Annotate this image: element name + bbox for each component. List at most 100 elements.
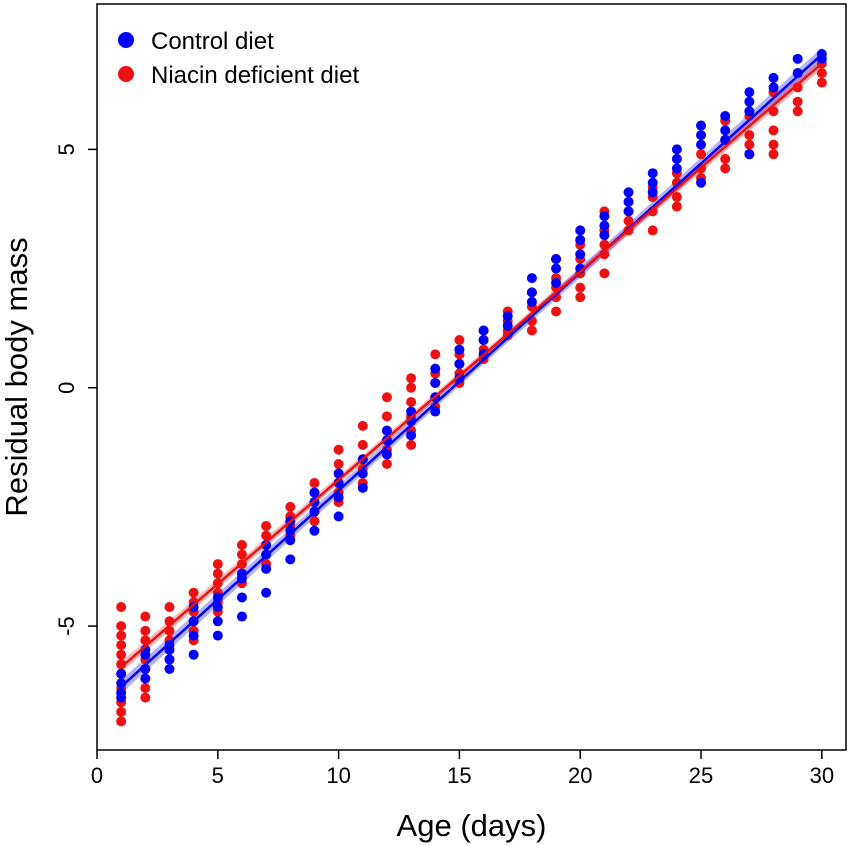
niacin-point	[671, 201, 682, 212]
niacin-point	[188, 587, 199, 598]
niacin-point	[696, 149, 707, 160]
control-point	[188, 630, 199, 641]
control-point	[768, 72, 779, 83]
control-point	[720, 111, 731, 122]
control-point	[430, 406, 441, 417]
niacin-point	[285, 501, 296, 512]
control-point	[599, 211, 610, 222]
control-point	[551, 277, 562, 288]
control-point	[696, 130, 707, 141]
control-point	[212, 601, 223, 612]
control-point	[116, 692, 127, 703]
control-point	[599, 230, 610, 241]
control-point	[212, 616, 223, 627]
control-point	[140, 673, 151, 684]
control-point	[623, 187, 634, 198]
control-point	[526, 296, 537, 307]
control-point	[647, 187, 658, 198]
niacin-point	[140, 611, 151, 622]
niacin-point	[768, 139, 779, 150]
niacin-point	[744, 130, 755, 141]
niacin-point	[116, 630, 127, 641]
niacin-point	[768, 125, 779, 136]
niacin-point	[236, 549, 247, 560]
niacin-point	[116, 601, 127, 612]
control-point	[212, 592, 223, 603]
niacin-point	[720, 153, 731, 164]
control-point	[406, 430, 417, 441]
control-point	[744, 96, 755, 107]
control-point	[623, 196, 634, 207]
control-point	[454, 344, 465, 355]
x-tick-label: 30	[810, 763, 834, 788]
niacin-point	[140, 625, 151, 636]
control-point	[696, 139, 707, 150]
control-point	[478, 335, 489, 346]
control-point	[430, 377, 441, 388]
y-tick-label: 0	[54, 382, 79, 394]
control-point	[454, 358, 465, 369]
control-point	[212, 630, 223, 641]
control-point	[696, 177, 707, 188]
control-point	[696, 120, 707, 131]
legend: Control diet Niacin deficient diet	[118, 28, 359, 89]
control-point	[236, 592, 247, 603]
niacin-point	[575, 282, 586, 293]
control-point	[744, 106, 755, 117]
control-point	[526, 287, 537, 298]
niacin-point	[816, 77, 827, 88]
niacin-point	[236, 540, 247, 551]
niacin-point	[212, 559, 223, 570]
control-point	[164, 654, 175, 665]
niacin-point	[116, 621, 127, 632]
control-point	[744, 87, 755, 98]
niacin-point	[647, 225, 658, 236]
niacin-point	[599, 268, 610, 279]
control-point	[671, 153, 682, 164]
niacin-point	[792, 96, 803, 107]
niacin-point	[261, 520, 272, 531]
niacin-point	[140, 692, 151, 703]
niacin-point	[357, 420, 368, 431]
control-point	[671, 163, 682, 174]
niacin-point	[381, 411, 392, 422]
niacin-point	[381, 458, 392, 469]
control-point	[599, 220, 610, 231]
control-point	[164, 644, 175, 655]
control-point	[381, 449, 392, 460]
niacin-point	[744, 139, 755, 150]
niacin-point	[261, 530, 272, 541]
niacin-point	[333, 444, 344, 455]
control-point	[671, 144, 682, 155]
legend-marker-niacin	[118, 66, 134, 82]
niacin-point	[430, 349, 441, 360]
control-point	[430, 363, 441, 374]
niacin-point	[454, 335, 465, 346]
control-point	[575, 225, 586, 236]
niacin-point	[816, 68, 827, 79]
niacin-point	[406, 382, 417, 393]
data-points	[116, 49, 827, 727]
control-point	[526, 273, 537, 284]
control-point	[309, 487, 320, 498]
niacin-point	[792, 106, 803, 117]
niacin-point	[333, 458, 344, 469]
niacin-point	[720, 163, 731, 174]
control-point	[357, 482, 368, 493]
niacin-point	[116, 706, 127, 717]
y-axis: -5 0 5	[54, 143, 97, 636]
control-point	[502, 311, 513, 322]
niacin-point	[309, 516, 320, 527]
x-tick-label: 5	[212, 763, 224, 788]
control-point	[575, 249, 586, 260]
control-point	[623, 206, 634, 217]
legend-label-control: Control diet	[151, 28, 274, 55]
y-tick-label: -5	[54, 616, 79, 636]
niacin-point	[116, 716, 127, 727]
legend-marker-control	[118, 32, 134, 48]
control-fit-line	[120, 53, 823, 688]
control-point	[261, 540, 272, 551]
niacin-point	[164, 601, 175, 612]
control-point	[285, 554, 296, 565]
control-point	[720, 125, 731, 136]
